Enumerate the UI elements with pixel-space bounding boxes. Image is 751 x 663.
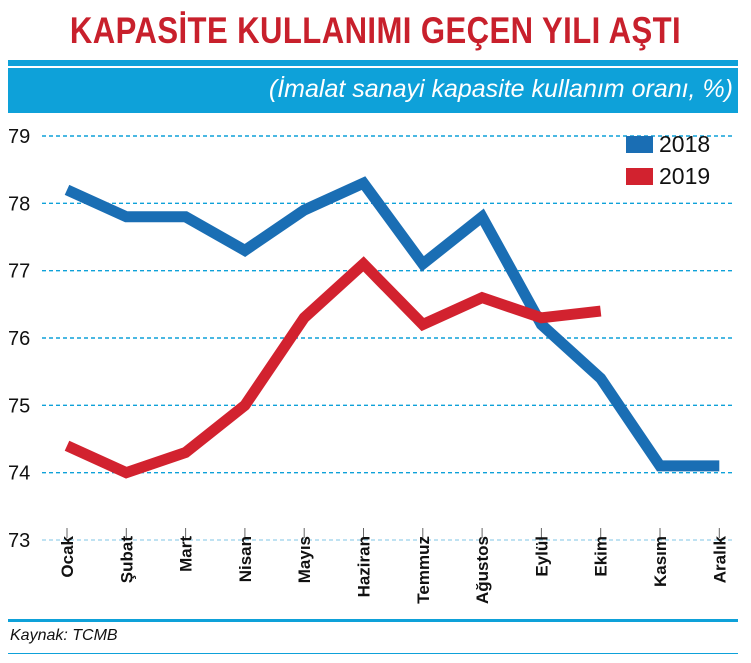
x-tick-label: Ekim: [592, 536, 611, 577]
y-tick-label: 79: [8, 126, 30, 148]
y-tick-label: 77: [8, 261, 30, 283]
legend-label: 2019: [659, 163, 710, 189]
y-tick-label: 76: [8, 328, 30, 350]
series-line-2019: [64, 256, 602, 479]
x-tick-label: Nisan: [236, 536, 255, 582]
legend-swatch-2019: [626, 168, 653, 185]
x-tick-label: Mayıs: [295, 536, 314, 583]
legend-swatch-2018: [626, 136, 653, 153]
x-tick-label: Şubat: [117, 536, 136, 584]
x-tick-label: Aralık: [710, 535, 729, 583]
line-chart: 73 74 75 76 77 78 79 Ocak Şubat Mart Nisan Mayıs Haz…: [8, 126, 735, 604]
chart-title: KAPASİTE KULLANIMI GEÇEN YILI AŞTI: [69, 10, 682, 51]
y-tick-label: 78: [8, 193, 30, 215]
subtitle-band: [8, 68, 738, 113]
source-note: Kaynak: TCMB: [10, 627, 118, 644]
y-tick-label: 75: [8, 395, 30, 417]
x-tick-label: Haziran: [355, 536, 374, 597]
source-divider: [8, 619, 738, 622]
chart-subtitle: (İmalat sanayi kapasite kullanım oranı, …: [268, 75, 733, 103]
series-line-2018: [64, 176, 720, 472]
x-tick-label: Ocak: [58, 535, 77, 577]
x-tick-label: Ağustos: [473, 536, 492, 604]
y-tick-label: 74: [8, 463, 30, 485]
title-divider: [8, 60, 738, 66]
bottom-divider: [8, 653, 738, 654]
legend-label: 2018: [659, 131, 710, 157]
y-tick-label: 73: [8, 530, 30, 552]
x-tick-label: Temmuz: [414, 536, 433, 604]
x-tick-label: Mart: [177, 536, 196, 572]
x-tick-label: Kasım: [651, 536, 670, 587]
x-tick-label: Eylül: [532, 536, 551, 577]
